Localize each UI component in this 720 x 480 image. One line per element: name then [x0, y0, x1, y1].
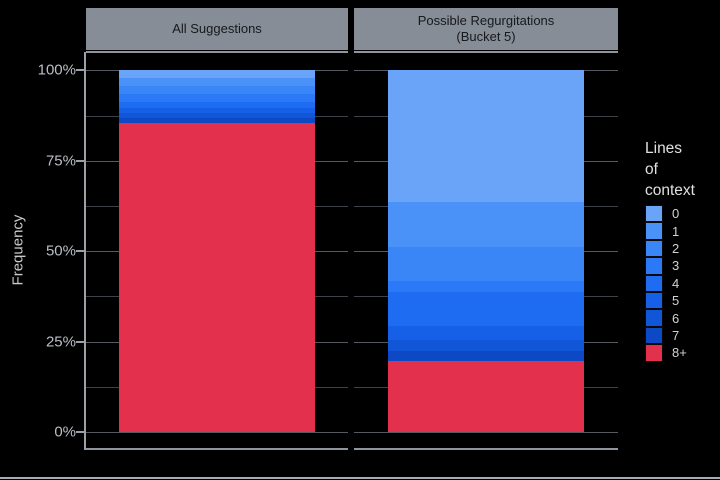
legend-swatch-icon — [645, 326, 663, 345]
legend-swatch-icon — [645, 257, 663, 275]
legend-label: 2 — [672, 240, 680, 256]
legend-entry-4: 4 — [645, 274, 687, 292]
y-tick-label: 50% — [45, 242, 76, 260]
legend-swatch-icon — [645, 344, 663, 362]
panel-bottom-frame-line — [354, 448, 618, 450]
bar-segment-context-6 — [119, 113, 315, 119]
y-tick-mark — [76, 69, 84, 72]
legend-entry-6: 6 — [645, 309, 687, 327]
legend-swatch-icon — [645, 291, 663, 310]
legend-entry-3: 3 — [645, 257, 687, 275]
y-tick-mark — [76, 250, 84, 253]
y-tick-label: 100% — [37, 61, 76, 79]
bar-segment-context-5 — [119, 107, 315, 114]
bar-segment-context-2 — [119, 86, 315, 95]
panel-all-suggestions — [86, 52, 348, 450]
legend-label: 4 — [672, 275, 680, 291]
bar-segment-context-3 — [119, 94, 315, 102]
legend-title-line: context — [645, 182, 695, 199]
legend-title-line: of — [645, 161, 658, 178]
y-tick-label: 25% — [45, 333, 76, 351]
legend-entry-7: 7 — [645, 326, 687, 345]
stacked-bar-bucket-5 — [388, 70, 584, 432]
legend-entry-8+: 8+ — [645, 344, 687, 362]
strip-label-line: (Bucket 5) — [456, 29, 516, 44]
legend-title-line: Lines — [645, 140, 683, 157]
legend-entry-5: 5 — [645, 291, 687, 310]
legend-label: 5 — [672, 293, 680, 309]
legend-swatch-icon — [645, 205, 663, 223]
legend-label: 6 — [672, 310, 680, 326]
bar-segment-context-1 — [119, 78, 315, 87]
legend-entries: 0 1 2 3 4 5 6 7 8+ — [645, 205, 687, 362]
bar-segment-context-2 — [388, 246, 584, 281]
legend-swatch-icon — [645, 239, 663, 258]
legend-label: 1 — [672, 223, 680, 239]
bar-segment-context-8+ — [119, 122, 315, 432]
panel-top-frame-line — [86, 51, 348, 53]
y-tick-label: 0% — [54, 423, 76, 441]
legend-label: 3 — [672, 258, 680, 274]
y-tick-mark — [76, 431, 84, 433]
panel-bottom-frame-line — [86, 448, 348, 450]
bar-segment-context-1 — [388, 202, 584, 247]
panel-top-frame-line — [354, 51, 618, 53]
y-tick-label: 75% — [45, 152, 76, 170]
stacked-bar-all-suggestions — [119, 70, 315, 432]
panel-bucket-5 — [354, 52, 618, 450]
legend-label: 7 — [672, 327, 680, 343]
legend-label: 8+ — [672, 345, 687, 361]
bar-segment-context-8+ — [388, 361, 584, 432]
panel-strip-bucket-5: Possible Regurgitations (Bucket 5) — [354, 8, 618, 50]
bar-segment-context-4 — [119, 101, 315, 108]
legend-label: 0 — [672, 206, 680, 222]
bar-segment-context-7 — [119, 118, 315, 123]
bar-segment-context-3 — [388, 280, 584, 293]
y-tick-mark — [76, 340, 84, 343]
bottom-border-line — [0, 477, 720, 479]
bar-segment-context-6 — [388, 340, 584, 351]
strip-label-line: All Suggestions — [172, 21, 262, 36]
gridline — [354, 432, 618, 433]
gridline — [86, 432, 348, 433]
bar-segment-context-5 — [388, 326, 584, 341]
bar-segment-context-0 — [388, 70, 584, 202]
y-axis-line — [84, 52, 86, 450]
legend-swatch-icon — [645, 222, 663, 240]
legend-entry-2: 2 — [645, 239, 687, 258]
legend-swatch-icon — [645, 274, 663, 292]
panel-strip-all-suggestions: All Suggestions — [86, 8, 348, 50]
legend-entry-0: 0 — [645, 205, 687, 223]
legend-swatch-icon — [645, 309, 663, 327]
bar-segment-context-0 — [119, 70, 315, 79]
y-tick-mark — [76, 159, 84, 162]
strip-label-line: Possible Regurgitations — [417, 13, 555, 28]
bar-segment-context-4 — [388, 292, 584, 326]
legend-entry-1: 1 — [645, 222, 687, 240]
bar-segment-context-7 — [388, 350, 584, 362]
legend-title: Lines of context — [645, 138, 695, 201]
